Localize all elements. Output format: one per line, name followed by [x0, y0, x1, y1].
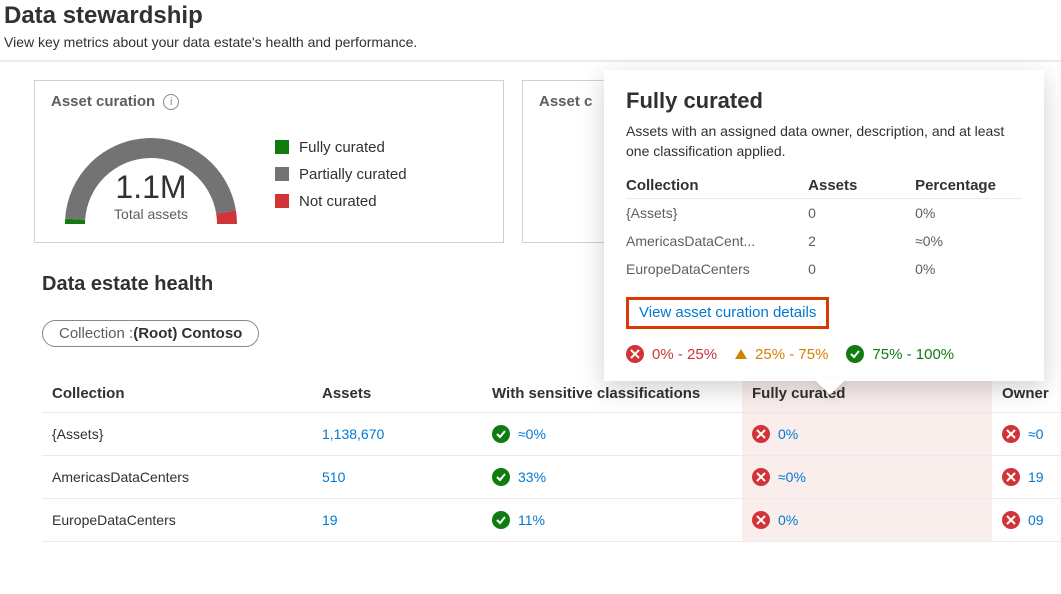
error-icon [752, 425, 770, 443]
card-title: Asset c [539, 93, 592, 110]
error-icon [1002, 511, 1020, 529]
flyout-col-percentage: Percentage [915, 173, 1022, 199]
table-row: {Assets}1,138,670≈0%0%≈0 [42, 413, 1061, 456]
flyout-col-assets: Assets [808, 173, 915, 199]
gauge-label: Total assets [51, 206, 251, 222]
cell-collection: EuropeDataCenters [42, 499, 312, 542]
error-icon [1002, 468, 1020, 486]
legend-label: Not curated [299, 193, 377, 210]
cell-assets: 2 [808, 227, 915, 255]
asset-curation-card: Asset curation i 1.1M Total assets Fully… [34, 80, 504, 243]
col-assets[interactable]: Assets [312, 375, 482, 413]
flyout-row: EuropeDataCenters00% [626, 255, 1022, 283]
cell-assets[interactable]: 510 [312, 456, 482, 499]
health-table: Collection Assets With sensitive classif… [42, 375, 1061, 542]
swatch-not-icon [275, 194, 289, 208]
status-cell[interactable]: 09 [992, 499, 1061, 542]
status-cell[interactable]: ≈0% [742, 456, 992, 499]
cell-collection: AmericasDataCent... [626, 227, 808, 255]
error-icon [752, 511, 770, 529]
gauge: 1.1M Total assets [51, 114, 251, 234]
card-title: Asset curation [51, 93, 155, 110]
legend-label: Partially curated [299, 166, 407, 183]
status-cell[interactable]: 0% [742, 499, 992, 542]
cell-percentage: 0% [915, 199, 1022, 228]
cell-percentage: 0% [915, 255, 1022, 283]
flyout-table: Collection Assets Percentage {Assets}00%… [626, 173, 1022, 283]
error-icon [626, 345, 644, 363]
legend-item-fully[interactable]: Fully curated [275, 139, 407, 156]
error-icon [1002, 425, 1020, 443]
info-icon[interactable]: i [163, 94, 179, 110]
flyout-title: Fully curated [626, 88, 1022, 114]
cell-assets[interactable]: 1,138,670 [312, 413, 482, 456]
cell-collection: {Assets} [42, 413, 312, 456]
page-title: Data stewardship [0, 0, 1061, 30]
filter-label: Collection : [59, 325, 133, 342]
table-row: AmericasDataCenters51033%≈0%19 [42, 456, 1061, 499]
legend-label: Fully curated [299, 139, 385, 156]
legend-item-not[interactable]: Not curated [275, 193, 407, 210]
flyout-row: {Assets}00% [626, 199, 1022, 228]
percentage-scale-legend: 0% - 25% 25% - 75% 75% - 100% [626, 345, 1022, 363]
cell-collection: EuropeDataCenters [626, 255, 808, 283]
success-icon [846, 345, 864, 363]
filter-value: (Root) Contoso [133, 325, 242, 342]
warning-icon [735, 349, 747, 359]
swatch-partially-icon [275, 167, 289, 181]
divider [0, 60, 1061, 62]
cell-assets: 0 [808, 255, 915, 283]
collection-filter-pill[interactable]: Collection : (Root) Contoso [42, 320, 259, 347]
col-collection[interactable]: Collection [42, 375, 312, 413]
view-details-highlight: View asset curation details [626, 297, 829, 329]
page-subtitle: View key metrics about your data estate'… [0, 30, 1061, 60]
cell-assets[interactable]: 19 [312, 499, 482, 542]
success-icon [492, 468, 510, 486]
success-icon [492, 425, 510, 443]
status-cell[interactable]: ≈0 [992, 413, 1061, 456]
view-asset-curation-details-link[interactable]: View asset curation details [639, 304, 816, 321]
status-cell[interactable]: 19 [992, 456, 1061, 499]
cell-assets: 0 [808, 199, 915, 228]
swatch-fully-icon [275, 140, 289, 154]
status-cell[interactable]: 33% [482, 456, 742, 499]
cell-collection: AmericasDataCenters [42, 456, 312, 499]
scale-mid: 25% - 75% [735, 346, 828, 363]
flyout-row: AmericasDataCent...2≈0% [626, 227, 1022, 255]
error-icon [752, 468, 770, 486]
status-cell[interactable]: 11% [482, 499, 742, 542]
cell-percentage: ≈0% [915, 227, 1022, 255]
status-cell[interactable]: ≈0% [482, 413, 742, 456]
success-icon [492, 511, 510, 529]
gauge-legend: Fully curated Partially curated Not cura… [275, 139, 407, 210]
table-row: EuropeDataCenters1911%0%09 [42, 499, 1061, 542]
flyout-description: Assets with an assigned data owner, desc… [626, 122, 1022, 161]
cell-collection: {Assets} [626, 199, 808, 228]
status-cell[interactable]: 0% [742, 413, 992, 456]
gauge-value: 1.1M [51, 169, 251, 206]
scale-high: 75% - 100% [846, 345, 954, 363]
flyout-col-collection: Collection [626, 173, 808, 199]
scale-low: 0% - 25% [626, 345, 717, 363]
legend-item-partially[interactable]: Partially curated [275, 166, 407, 183]
fully-curated-flyout: Fully curated Assets with an assigned da… [604, 70, 1044, 381]
